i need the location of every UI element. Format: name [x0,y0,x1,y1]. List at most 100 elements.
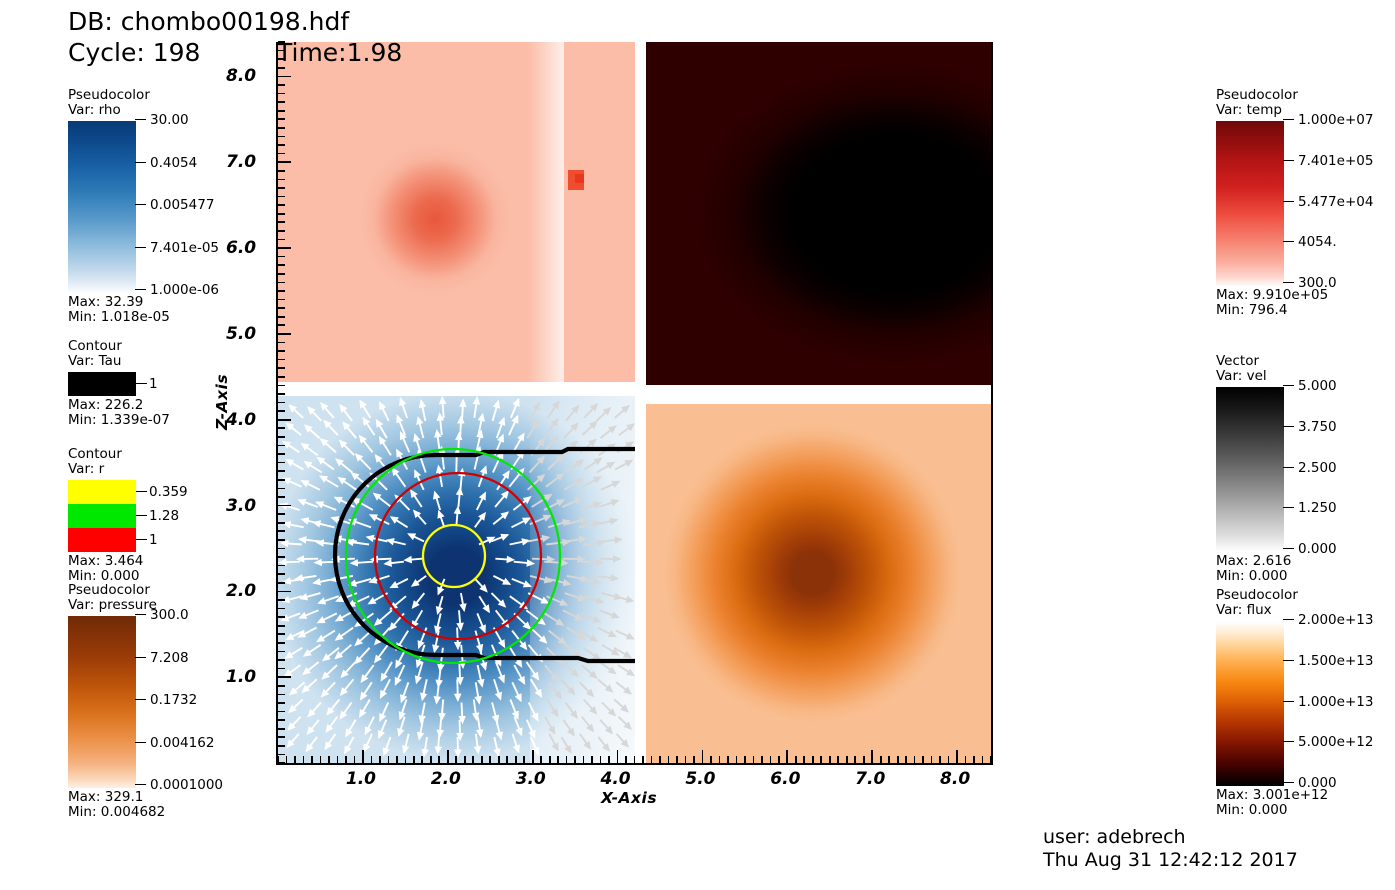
velocity-arrow [511,733,521,754]
z-tick-label: 8.0 [226,66,257,87]
z-tick-minor [278,599,285,601]
legend-rho-colorbar[interactable]: 30.00 0.4054 0.005477 7.401e-05 1.000e-06 [68,113,219,297]
x-tick-minor [336,756,339,763]
velocity-arrow [490,592,507,608]
legend-rho-min: Min: 1.018e-05 [68,308,170,325]
velocity-arrow [456,610,464,632]
velocity-arrow [411,609,424,630]
legend-temp-colorbar[interactable]: 1.000e+07 7.401e+05 5.477e+04 4054. 300.0 [1216,113,1373,290]
legend-tau[interactable]: Contour Var: Tau 1 Max: 226.2 Min: 1.339e-07 [68,339,170,427]
x-tick-minor [540,756,543,763]
x-tick-minor [472,756,475,763]
x-tick-major [871,750,874,763]
x-tick-label: 8.0 [940,769,971,789]
velocity-arrow [297,498,319,508]
legend-vel-type: Vector [1216,353,1260,369]
x-tick-minor [676,756,678,763]
velocity-arrow [416,719,425,741]
velocity-arrow [601,536,623,544]
z-tick-minor [278,84,285,86]
legend-pressure[interactable]: Pseudocolor Var: pressure 300.0 7.208 0.1732… [68,583,223,819]
colorbar-tick-label: 5.000 [1283,379,1337,394]
z-tick-minor [278,144,285,146]
velocity-arrow [435,464,444,487]
x-tick-minor [489,756,492,763]
velocity-arrow [312,520,335,529]
z-tick-minor [278,290,285,292]
z-tick-label: 5.0 [226,323,257,344]
x-tick-minor [302,756,305,763]
velocity-arrow [298,609,319,619]
legend-vel-max: Max: 2.616 [1216,553,1292,569]
panel-flux-pseudocolor[interactable] [646,42,993,385]
velocity-arrow [495,661,505,684]
velocity-arrow [399,397,408,419]
legend-swatch-color [68,372,136,396]
velocity-arrow [338,439,355,456]
velocity-arrow [354,647,371,665]
temp-hot-pixel-core [575,174,584,183]
velocity-arrow [508,414,519,436]
velocity-arrow [526,419,540,439]
velocity-arrow [613,646,632,659]
z-tick-minor [278,607,285,610]
velocity-arrow [282,440,300,454]
velocity-arrow [527,702,539,722]
velocity-arrow [564,592,587,602]
x-tick-minor [913,756,916,763]
z-tick-minor [278,221,285,224]
velocity-arrow [580,664,598,679]
z-tick-minor [278,169,285,172]
legend-r[interactable]: Contour Var: r 0.359 1.28 1 Max: 3.464 Min: 0.… [68,447,188,583]
legend-pressure-colorbar[interactable]: 300.0 7.208 0.1732 0.004162 0.0001000 [68,608,223,792]
panel-temp-pseudocolor[interactable] [278,42,635,382]
legend-flux[interactable]: Pseudocolor Var: flux 2.000e+13 1.500e+13 1.… [1216,588,1373,817]
velocity-arrow [476,716,484,738]
legend-swatch-color [68,528,136,552]
velocity-arrow [531,555,556,563]
legend-temp[interactable]: Pseudocolor Var: temp 1.000e+07 7.401e+05 5.… [1216,88,1373,317]
velocity-arrow [490,533,510,543]
z-tick-minor [278,58,285,61]
x-axis-spine [276,763,993,765]
x-tick-label: 6.0 [770,769,801,789]
velocity-arrow [316,629,336,643]
legend-tau-max: Max: 226.2 [68,397,144,413]
velocity-arrow [300,442,319,457]
legend-rho[interactable]: Pseudocolor Var: rho 30.00 0.4054 0.005477 7.… [68,88,219,325]
z-tick-minor [278,496,285,498]
velocity-arrow [323,419,339,436]
velocity-arrow [354,453,372,471]
velocity-arrow [315,501,337,511]
panel-rho-pseudocolor[interactable] [278,396,635,764]
velocity-arrow [495,719,504,741]
velocity-arrow [360,664,375,684]
colorbar-tick-label: 5.477e+04 [1283,195,1373,210]
colorbar-tick-label: 7.208 [135,651,189,666]
z-tick-minor [278,470,285,473]
velocity-arrow [513,559,536,567]
panel-pressure-pseudocolor[interactable] [646,404,993,764]
z-tick-minor [278,92,285,95]
colorbar-tick-label: 300.0 [1283,276,1337,291]
x-tick-minor [922,756,924,763]
legend-flux-colorbar[interactable]: 2.000e+13 1.500e+13 1.000e+13 5.000e+12 0.00… [1216,613,1373,790]
x-tick-minor [633,756,636,763]
visualization-viewport[interactable] [278,42,993,764]
x-tick-minor [370,756,373,763]
z-tick-minor [278,616,285,618]
legend-vel[interactable]: Vector Var: vel 5.000 3.750 2.500 1.250 0.000 M… [1216,353,1337,583]
velocity-arrow [436,716,444,739]
z-tick-minor [278,187,285,189]
velocity-arrow [564,644,583,659]
velocity-arrow [513,716,523,737]
velocity-arrow [326,698,341,716]
velocity-arrow [399,431,411,453]
velocity-arrow [529,574,553,584]
legend-vel-colorbar[interactable]: 5.000 3.750 2.500 1.250 0.000 [1216,379,1337,556]
velocity-arrow [525,609,546,626]
temp-field [278,42,635,382]
velocity-arrow [302,661,320,676]
legend-vel-variable: Var: vel [1216,367,1267,384]
z-tick-minor [278,49,285,52]
